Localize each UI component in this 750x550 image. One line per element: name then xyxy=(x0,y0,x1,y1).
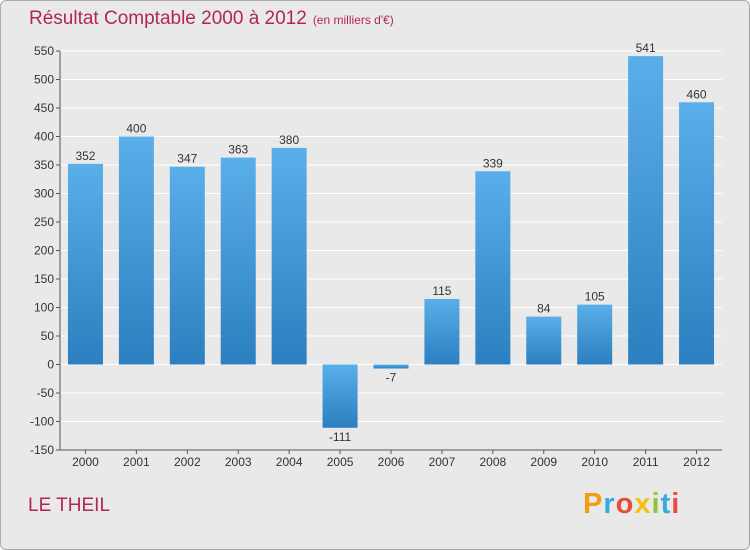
x-tick-label: 2008 xyxy=(479,455,506,469)
x-tick-label: 2001 xyxy=(123,455,150,469)
value-label: 339 xyxy=(483,156,503,170)
y-tick-label: 450 xyxy=(34,101,54,115)
x-tick-label: 2003 xyxy=(225,455,252,469)
bar-2011 xyxy=(628,56,664,365)
value-label: 347 xyxy=(177,152,197,166)
bar-2008 xyxy=(475,171,511,365)
y-tick-label: 300 xyxy=(34,187,54,201)
y-tick-label: 400 xyxy=(34,130,54,144)
y-tick-label: 550 xyxy=(34,44,54,58)
chart-title-text: Résultat Comptable 2000 à 2012 xyxy=(29,8,307,29)
x-tick-label: 2011 xyxy=(633,455,659,469)
y-tick-label: 0 xyxy=(47,358,54,372)
value-label: 115 xyxy=(432,284,451,298)
logo-letter: o xyxy=(615,488,635,520)
value-label: 380 xyxy=(279,133,299,147)
bar-2009 xyxy=(526,316,562,365)
logo-letter: t xyxy=(660,488,672,520)
x-tick-label: 2010 xyxy=(581,455,608,469)
y-tick-label: -100 xyxy=(30,415,54,429)
bar-2010 xyxy=(577,304,613,365)
chart-title: Résultat Comptable 2000 à 2012 (en millie… xyxy=(29,8,394,30)
value-label: 541 xyxy=(636,41,656,55)
bar-2007 xyxy=(424,298,460,365)
logo-letter: i xyxy=(651,488,661,520)
y-tick-label: 350 xyxy=(34,158,54,172)
bar-2002 xyxy=(169,166,205,365)
y-tick-label: -150 xyxy=(30,443,54,457)
x-tick-label: 2009 xyxy=(530,455,557,469)
x-tick-label: 2007 xyxy=(429,455,456,469)
y-tick-label: 150 xyxy=(34,272,54,286)
x-tick-label: 2006 xyxy=(378,455,405,469)
x-tick-label: 2012 xyxy=(683,455,710,469)
bar-2003 xyxy=(220,157,256,365)
unit-note: (en milliers d'€) xyxy=(312,13,394,27)
value-label: 400 xyxy=(126,122,146,136)
bar-2004 xyxy=(271,147,307,365)
place-name: LE THEIL xyxy=(28,495,111,516)
bar-2006 xyxy=(373,364,409,369)
bar-2012 xyxy=(679,102,715,365)
logo-letter: x xyxy=(634,488,652,520)
logo-letter: r xyxy=(603,488,616,520)
logo-letter: P xyxy=(583,488,604,520)
x-tick-label: 2004 xyxy=(276,455,303,469)
x-tick-label: 2005 xyxy=(327,455,354,469)
logo-letter: i xyxy=(671,488,681,520)
value-label: 363 xyxy=(228,143,248,157)
y-tick-label: 200 xyxy=(34,244,54,258)
y-tick-label: 250 xyxy=(34,215,54,229)
y-tick-label: 50 xyxy=(41,329,55,343)
bar-2000 xyxy=(67,163,103,365)
bar-2001 xyxy=(118,136,154,365)
proxiti-logo: Proxiti xyxy=(583,488,680,521)
x-tick-label: 2000 xyxy=(72,455,99,469)
value-label: -111 xyxy=(329,430,352,444)
y-tick-label: 100 xyxy=(34,301,54,315)
value-label: 84 xyxy=(537,302,551,316)
value-label: -7 xyxy=(386,370,397,384)
x-tick-label: 2002 xyxy=(174,455,201,469)
value-label: 352 xyxy=(75,149,95,163)
y-tick-label: 500 xyxy=(34,73,54,87)
y-tick-label: -50 xyxy=(37,386,55,400)
value-label: 105 xyxy=(585,290,605,304)
bar-2005 xyxy=(322,364,358,428)
value-label: 460 xyxy=(687,87,707,101)
